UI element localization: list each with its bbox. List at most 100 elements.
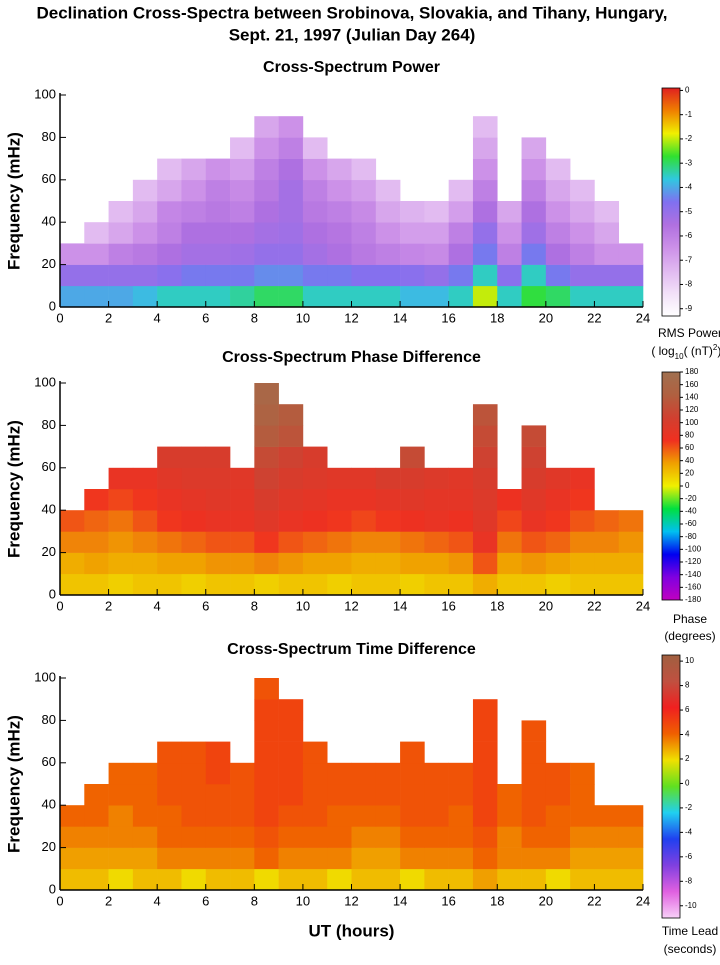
colorbar-tick-label: -60 <box>685 519 697 528</box>
heat-cell <box>132 552 158 575</box>
heat-cell <box>181 784 207 806</box>
heat-cell <box>497 847 522 870</box>
heat-cell <box>545 531 571 553</box>
heat-cell <box>157 179 182 202</box>
heat-cell <box>230 868 255 891</box>
heat-cell <box>108 510 134 532</box>
heat-cell <box>84 868 109 891</box>
heat-cell <box>302 762 328 785</box>
heat-cell <box>254 720 279 742</box>
heat-cell <box>472 868 498 891</box>
x-tick-label: 8 <box>251 310 258 325</box>
heat-cell <box>181 158 207 181</box>
heat-cell <box>375 552 401 575</box>
heat-cell <box>60 531 85 553</box>
heat-cell <box>448 510 474 532</box>
heat-cell <box>132 826 158 848</box>
heat-cell <box>84 222 109 244</box>
heat-cell <box>278 805 304 827</box>
colorbar-label: (degrees) <box>664 629 715 643</box>
heat-cell <box>521 531 547 553</box>
x-tick-label: 24 <box>636 893 650 908</box>
heat-cell <box>157 741 182 764</box>
heat-cell <box>181 847 207 870</box>
heat-cell <box>84 573 109 596</box>
heat-cell <box>278 179 304 202</box>
x-tick-label: 14 <box>393 598 407 613</box>
heat-cell <box>278 847 304 870</box>
heat-cell <box>400 552 425 575</box>
heat-cell <box>594 285 620 308</box>
heat-cell <box>351 467 377 490</box>
heat-cell <box>108 784 134 806</box>
heat-cell <box>472 264 498 287</box>
heat-cell <box>472 222 498 244</box>
heat-cell <box>157 243 182 265</box>
heat-cell <box>472 446 498 469</box>
heat-cell <box>327 805 352 827</box>
heat-cell <box>302 573 328 596</box>
x-tick-label: 2 <box>105 310 112 325</box>
panel-title: Cross-Spectrum Phase Difference <box>222 349 481 366</box>
heat-cell <box>594 552 620 575</box>
heat-cell <box>472 285 498 308</box>
y-tick-label: 100 <box>34 86 56 101</box>
heat-cell <box>327 762 352 785</box>
heat-cell <box>205 201 231 223</box>
heat-cell <box>108 847 134 870</box>
colorbar-tick-label: 180 <box>685 367 699 376</box>
heat-cell <box>230 179 255 202</box>
colorbar-tick-label: 8 <box>685 681 690 690</box>
heat-cell <box>521 179 547 202</box>
panel-title: Cross-Spectrum Power <box>263 59 440 76</box>
heat-cell <box>181 826 207 848</box>
heat-cell <box>375 510 401 532</box>
heat-cell <box>132 573 158 596</box>
heat-cell <box>472 201 498 223</box>
heat-cell <box>521 425 547 447</box>
heat-cell <box>132 847 158 870</box>
x-tick-label: 0 <box>56 310 63 325</box>
heat-cell <box>254 762 279 785</box>
heat-cell <box>472 467 498 490</box>
heat-cell <box>472 116 498 138</box>
heat-cell <box>545 805 571 827</box>
heat-cell <box>570 573 595 596</box>
heat-cell <box>472 720 498 742</box>
heat-cell <box>230 201 255 223</box>
y-axis-label: Frequency (mHz) <box>4 132 23 270</box>
heat-cell <box>424 573 449 596</box>
heat-cell <box>351 201 377 223</box>
heat-cell <box>472 826 498 848</box>
y-tick-label: 0 <box>49 881 56 896</box>
heat-cell <box>278 243 304 265</box>
colorbar-label: Phase <box>673 612 707 626</box>
heat-cell <box>278 784 304 806</box>
heat-cell <box>108 264 134 287</box>
heat-cell <box>108 805 134 827</box>
heat-cell <box>205 741 231 764</box>
heat-cell <box>108 552 134 575</box>
heat-cell <box>302 179 328 202</box>
heat-cell <box>594 805 620 827</box>
heat-cell <box>132 531 158 553</box>
colorbar-tick-label: 0 <box>685 779 690 788</box>
x-tick-label: 22 <box>587 310 601 325</box>
heat-cell <box>278 137 304 159</box>
heat-cell <box>497 510 522 532</box>
x-tick-label: 16 <box>441 893 455 908</box>
heat-cell <box>157 552 182 575</box>
heat-cell <box>497 285 522 308</box>
heat-cell <box>521 741 547 764</box>
x-tick-label: 8 <box>251 893 258 908</box>
x-tick-label: 22 <box>587 893 601 908</box>
heat-cell <box>254 531 279 553</box>
heat-cell <box>230 552 255 575</box>
heat-cell <box>157 762 182 785</box>
heat-cell <box>230 285 255 308</box>
heat-cell <box>497 805 522 827</box>
heat-cell <box>545 762 571 785</box>
heat-cell <box>521 868 547 891</box>
x-tick-label: 18 <box>490 310 504 325</box>
heat-cell <box>157 201 182 223</box>
